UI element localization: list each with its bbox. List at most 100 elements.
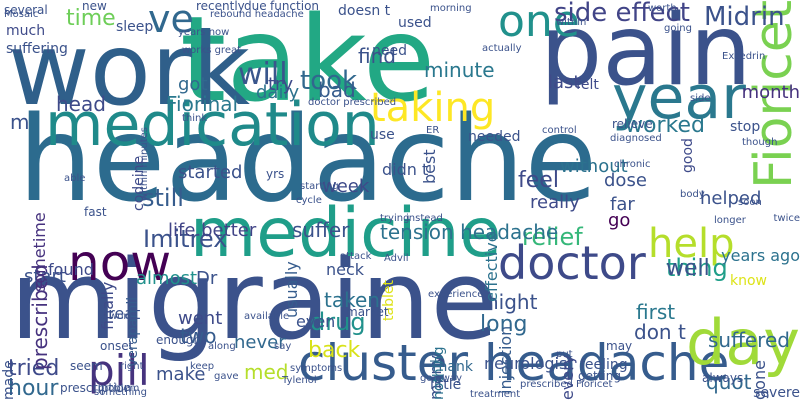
cloud-word: life better [168, 220, 257, 241]
cloud-word: along [208, 341, 236, 352]
cloud-word: tried [8, 356, 60, 381]
cloud-word: gave [214, 371, 239, 382]
cloud-word: market [346, 305, 389, 319]
cloud-word: far [610, 194, 635, 215]
cloud-word: go [608, 210, 631, 231]
cloud-word: though [742, 137, 778, 148]
cloud-word: t work [102, 311, 134, 322]
cloud-word: put [556, 349, 573, 360]
cloud-word: med [244, 360, 289, 384]
cloud-word: ER [426, 125, 440, 136]
cloud-word: enough [156, 333, 202, 347]
cloud-word: started [178, 162, 243, 183]
cloud-word: yrs [266, 167, 285, 181]
cloud-word: problem [98, 383, 140, 394]
cloud-word: even [296, 312, 336, 331]
cloud-word: attack [340, 251, 372, 262]
cloud-word: help [648, 221, 735, 267]
cloud-word: body [680, 189, 705, 200]
cloud-word: side effect [554, 0, 690, 28]
cloud-word: doctor prescribed [308, 97, 397, 108]
cloud-word: always [702, 371, 744, 385]
cloud-word: hour [8, 376, 59, 400]
cloud-word: due [244, 0, 267, 13]
cloud-word: used [398, 15, 432, 31]
cloud-word: two [180, 324, 217, 348]
cloud-word: day [685, 306, 800, 379]
cloud-word: went [178, 308, 223, 329]
cloud-word: relief [522, 223, 583, 251]
cloud-word: ve [148, 0, 194, 41]
cloud-word: didn t [382, 160, 429, 179]
cloud-word: good [680, 138, 696, 173]
cloud-word: drug [310, 308, 366, 336]
cloud-word: verapamil [125, 296, 141, 367]
cloud-word: much [6, 23, 46, 39]
cloud-word: years ago [721, 246, 800, 265]
cloud-word: little [430, 377, 462, 393]
cloud-word: thing [666, 254, 728, 282]
cloud-word: time [66, 6, 116, 31]
cloud-word: instead [406, 213, 443, 224]
cloud-word: Excedrin [722, 51, 766, 62]
cloud-word: night [486, 290, 538, 314]
cloud-word: actually [482, 43, 522, 54]
cloud-word: work [8, 11, 250, 128]
cloud-word: experience [428, 289, 484, 300]
cloud-word: medication [45, 90, 380, 160]
cloud-word: find [358, 44, 396, 68]
cloud-word: dose [604, 170, 647, 191]
cloud-word: pill [88, 346, 150, 395]
cloud-word: available [244, 311, 290, 322]
cloud-word: last [548, 72, 581, 93]
cloud-word: worked [625, 113, 705, 138]
cloud-word: one [498, 0, 580, 47]
cloud-word: month [741, 82, 800, 103]
cloud-word: long [480, 312, 528, 337]
cloud-word: back [308, 338, 361, 363]
cloud-word: really [530, 192, 580, 213]
cloud-word: relieve [612, 117, 653, 131]
cloud-word: feel [518, 168, 559, 193]
cloud-word: recently [196, 0, 245, 13]
cloud-word: Mosaic [4, 9, 39, 20]
cloud-word: side [690, 93, 711, 104]
cloud-word: daily [256, 82, 300, 103]
cloud-word: cluster headache [298, 334, 730, 392]
cloud-word: suffered [708, 328, 790, 352]
cloud-word: Dr [196, 268, 218, 289]
cloud-word: think [182, 113, 208, 124]
cloud-word: every [558, 354, 577, 400]
cloud-word: took [300, 66, 358, 96]
cloud-word: chronic [614, 159, 651, 170]
cloud-word: worth [648, 3, 677, 14]
cloud-word: neck [326, 260, 365, 279]
cloud-word: right [120, 361, 144, 372]
cloud-word: headache [18, 90, 598, 228]
cloud-word: know [730, 273, 767, 289]
cloud-word: years now [178, 27, 230, 38]
cloud-word: new [82, 0, 107, 13]
cloud-word: pain [540, 0, 752, 108]
cloud-word: make [156, 364, 206, 385]
cloud-word: diagnosed [610, 133, 662, 144]
cloud-word: going [664, 23, 692, 34]
cloud-word: within [556, 17, 587, 28]
cloud-word: within minutes [139, 127, 150, 201]
cloud-word: rebound headache [210, 9, 304, 20]
cloud-word: several [4, 3, 48, 17]
cloud-word: morning [430, 3, 472, 14]
cloud-word: injection [496, 325, 515, 394]
cloud-word: Thank [430, 359, 473, 375]
cloud-word: twice [773, 213, 800, 224]
cloud-word: well [666, 256, 710, 281]
cloud-word: will [238, 57, 288, 92]
cloud-word: Imitrex [143, 225, 228, 253]
cloud-word: say [274, 341, 292, 352]
cloud-word: function [270, 0, 320, 13]
cloud-word: treatment [470, 389, 521, 400]
cloud-word: neurologist [484, 354, 574, 373]
cloud-word: effective [482, 232, 501, 302]
cloud-word: fast [84, 205, 107, 219]
